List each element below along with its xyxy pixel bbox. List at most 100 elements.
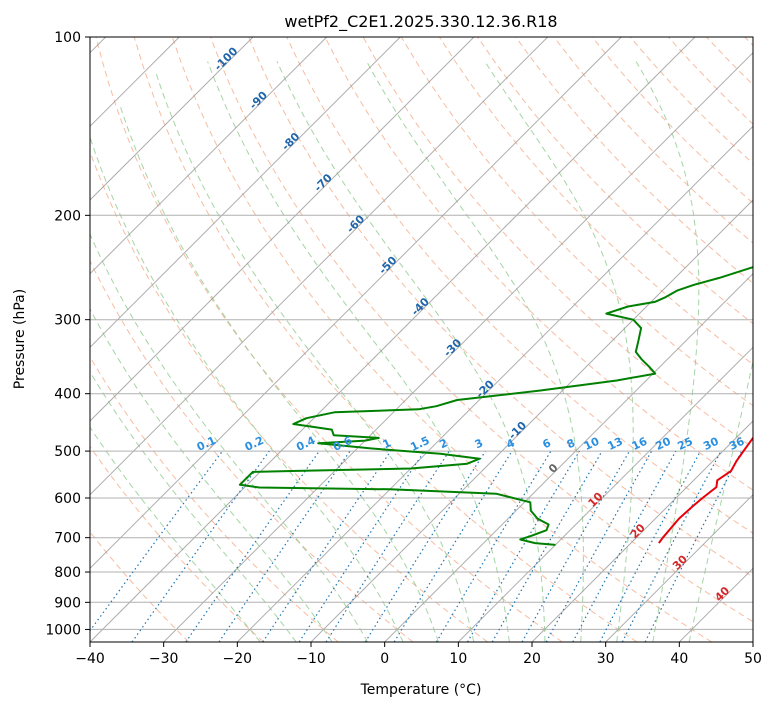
isobars (90, 37, 753, 630)
moist-adiabat-line (90, 232, 369, 642)
isotherm-line (90, 37, 549, 496)
mixing-ratio-line (644, 450, 743, 642)
moist-adiabat-line (119, 104, 439, 642)
dry-adiabat-line (591, 37, 753, 204)
mixing-ratio-value-label: 3 (473, 436, 485, 451)
x-tick-label: 10 (449, 651, 467, 667)
moist-adiabat-line (688, 358, 753, 642)
y-tick-label: 1000 (45, 622, 81, 638)
isotherm-value-label: -100 (212, 44, 241, 73)
moist-adiabat-line (366, 61, 584, 642)
mixing-ratio-value-label: 25 (676, 435, 695, 453)
x-tick-label: 20 (523, 651, 541, 667)
moist-adiabat-line (276, 61, 546, 642)
moist-adiabat-line (90, 135, 404, 642)
x-tick-label: 50 (744, 651, 762, 667)
mixing-ratio-line (298, 450, 425, 642)
isotherm-line (90, 37, 622, 570)
dry-adiabat-line (90, 150, 488, 642)
dry-adiabat-line (90, 259, 414, 642)
dry-adiabat-line (95, 37, 563, 642)
y-tick-label: 200 (54, 208, 81, 224)
isotherm-value-label: -50 (376, 254, 399, 277)
dry-adiabat-line (90, 445, 264, 642)
dry-adiabat-line (133, 37, 638, 642)
dewpoint-profile-line (238, 265, 753, 546)
isotherm-value-label: 10 (586, 490, 606, 510)
isotherm-line (90, 37, 328, 275)
isotherm-value-label: -30 (441, 336, 464, 359)
mixing-ratio-value-label: 6 (541, 436, 554, 451)
isotherm-value-label: 40 (712, 584, 732, 604)
dry-adiabat-line (438, 37, 753, 366)
isotherm-line (678, 567, 753, 642)
mixing-ratio-lines (90, 450, 743, 642)
y-tick-label: 100 (54, 30, 81, 46)
mixing-ratio-line (185, 450, 320, 642)
mixing-ratio-line (262, 450, 392, 642)
x-tick-label: −20 (223, 651, 253, 667)
mixing-ratio-line (393, 450, 513, 642)
x-tick-label: 30 (597, 651, 615, 667)
mixing-ratio-value-label: 30 (701, 435, 721, 453)
mixing-ratio-line (364, 450, 486, 642)
temperature-profile-line (658, 436, 753, 544)
isotherm-value-label: -80 (279, 130, 302, 153)
isotherm-line (457, 346, 753, 642)
x-tick-label: 0 (380, 651, 389, 667)
isotherm-line (90, 37, 254, 201)
isotherm-line (310, 199, 753, 642)
isotherm-line (90, 37, 401, 349)
isotherm-value-label: -90 (247, 88, 270, 111)
mixing-ratio-line (599, 450, 702, 642)
mixing-ratio-line (325, 450, 450, 642)
moist-adiabat-line (90, 370, 297, 642)
x-tick-label: −30 (149, 651, 179, 667)
mixing-ratio-value-label: 8 (565, 436, 577, 451)
dry-adiabat-line (90, 531, 190, 642)
moist-adiabat-line (90, 308, 333, 642)
dry-adiabat-line (90, 356, 339, 642)
y-tick-label: 700 (54, 531, 81, 547)
isotherm-value-label: -40 (409, 295, 432, 318)
dry-adiabat-line (248, 37, 753, 578)
moist-adiabat-line (635, 61, 700, 642)
y-tick-label: 600 (54, 491, 81, 507)
isotherm-line (605, 493, 753, 642)
dry-adiabat-line (171, 37, 712, 642)
x-tick-label: −40 (75, 651, 105, 667)
isotherm-line (384, 272, 753, 642)
moist-adiabats (90, 61, 753, 642)
x-tick-label: −10 (296, 651, 326, 667)
dry-adiabats (90, 37, 753, 642)
plot-frame (89, 36, 754, 643)
isotherm-line (752, 641, 753, 642)
y-tick-label: 300 (54, 313, 81, 329)
isotherm-line (163, 51, 753, 642)
mixing-ratio-value-label: 20 (653, 435, 673, 453)
y-axis-label: Pressure (hPa) (12, 289, 28, 389)
moist-adiabat-line (90, 426, 261, 642)
mixing-ratio-value-label: 16 (630, 435, 650, 453)
plot-area: -100-90-80-70-60-50-40-30-20-100.1 0.2 0.4… (90, 37, 753, 642)
mixing-ratio-value-label: 13 (606, 435, 625, 453)
mixing-ratio-value-label: 10 (582, 435, 602, 453)
x-axis: −40 −30 −20 −10 0 10 20 30 40 50 (75, 642, 762, 667)
mixing-ratio-line (572, 450, 677, 642)
dry-adiabat-line (553, 37, 753, 244)
dry-adiabat-line (515, 37, 753, 284)
isotherms (90, 37, 753, 642)
dry-adiabat-line (706, 37, 753, 86)
mixing-ratio-value-label: 36 (727, 435, 747, 453)
y-axis: 100 200 300 400 500 600 700 800 900 1000 (45, 30, 90, 638)
isotherm-line (90, 37, 696, 642)
y-tick-label: 400 (54, 387, 81, 403)
dry-adiabat-line (744, 37, 753, 47)
chart-title: wetPf2_C2E1.2025.330.12.36.R18 (284, 12, 557, 32)
mixing-ratio-line (218, 450, 351, 642)
mixing-ratio-line (435, 450, 552, 642)
y-tick-label: 500 (54, 444, 81, 460)
y-tick-label: 900 (54, 595, 81, 611)
isotherm-line (531, 420, 753, 642)
isopleth-labels: -100-90-80-70-60-50-40-30-20-100.1 0.2 0.4… (195, 44, 747, 604)
